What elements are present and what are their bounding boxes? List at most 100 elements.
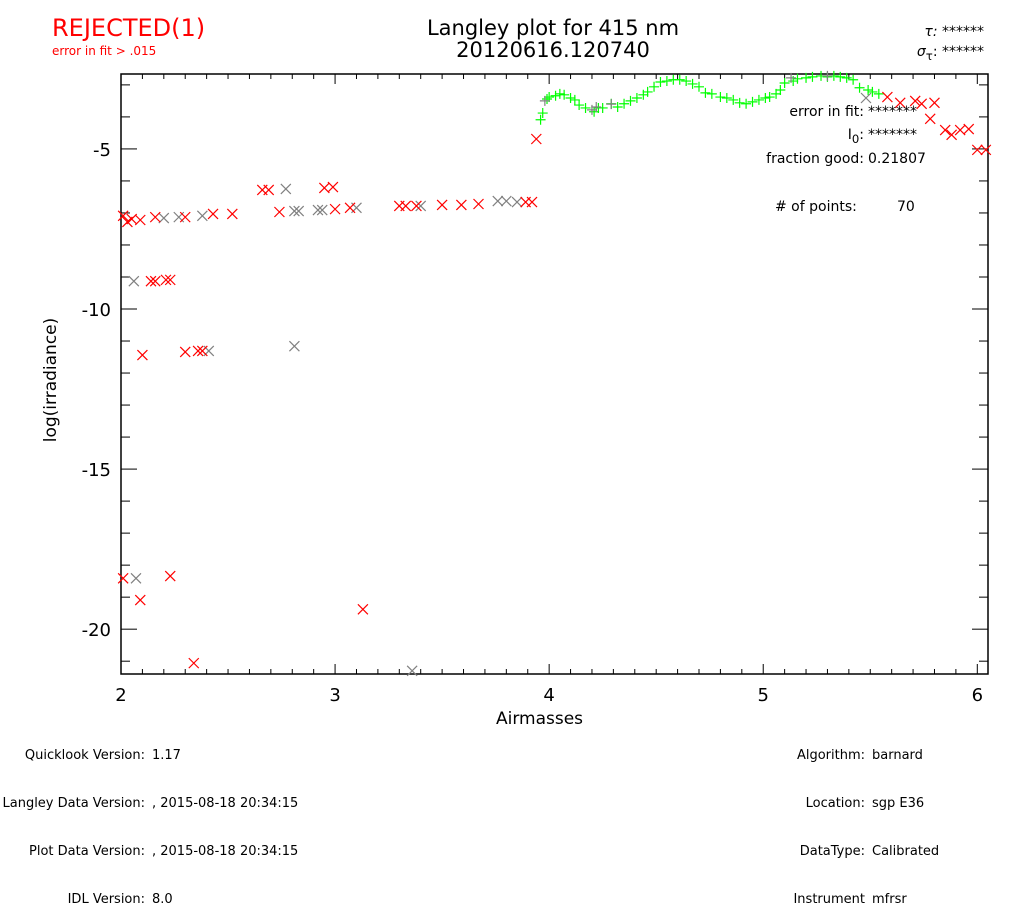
x-marker-point xyxy=(280,183,292,195)
x-marker-point xyxy=(916,98,928,110)
i0-label-text: I xyxy=(847,127,852,143)
footer-right-labels: Algorithm: Location: DataType: Instrumen… xyxy=(780,716,865,924)
x-marker-point xyxy=(145,275,157,287)
tau-readout: τ: ****** xyxy=(924,24,984,40)
x-marker-point xyxy=(312,204,324,216)
x-marker-point xyxy=(909,95,921,107)
x-marker-point xyxy=(273,206,285,218)
footer-label: Instrument xyxy=(793,892,865,907)
y-tick-label: -5 xyxy=(93,140,111,161)
chart-title: Langley plot for 415 nm xyxy=(426,16,680,40)
x-marker-point xyxy=(860,92,872,104)
x-marker-point xyxy=(288,340,300,352)
langley-plot: 2 3 4 5 6 -5 -10 -15 -20 Airmasses log(irradiance) xyxy=(41,70,992,729)
x-marker-point xyxy=(954,124,966,136)
sigma-tau-value: ****** xyxy=(942,44,984,60)
footer-label: IDL Version: xyxy=(67,892,145,907)
x-marker-point xyxy=(924,113,936,125)
x-marker-point xyxy=(192,345,204,357)
plus-marker-point xyxy=(586,104,597,115)
plus-marker-point xyxy=(694,81,704,92)
plus-marker-point xyxy=(867,86,878,97)
x-marker-point xyxy=(196,345,208,357)
status-reason: error in fit > .015 xyxy=(52,44,157,58)
x-marker-point xyxy=(179,346,191,358)
tau-label: τ: xyxy=(924,24,938,40)
plus-marker-point xyxy=(565,93,576,104)
plus-marker-point xyxy=(550,90,561,101)
plus-marker-point xyxy=(741,98,752,109)
footer-value: 1.17 xyxy=(152,748,181,763)
x-marker-point xyxy=(293,205,305,217)
plus-marker-point xyxy=(655,77,666,88)
sigma-label: σ xyxy=(916,44,926,60)
plus-marker-point xyxy=(848,74,859,85)
plus-marker-point xyxy=(835,71,846,82)
y-tick-label: -20 xyxy=(82,620,111,641)
x-marker-point xyxy=(188,657,200,669)
x-marker-point xyxy=(410,200,422,212)
x-marker-point xyxy=(164,570,176,582)
plus-marker-point xyxy=(569,94,580,105)
plot-frame xyxy=(120,73,989,675)
footer-label: Location: xyxy=(805,796,865,811)
plus-marker-point xyxy=(591,101,602,112)
plus-marker-point xyxy=(631,93,642,104)
i0-value: ******* xyxy=(868,127,917,143)
x-tick-label: 4 xyxy=(543,685,554,706)
error-in-fit-value: ******* xyxy=(868,104,917,120)
num-points-value: 70 xyxy=(897,199,915,215)
plus-marker-point xyxy=(559,89,570,100)
x-marker-point xyxy=(117,210,129,222)
footer-value: , 2015-08-18 20:34:15 xyxy=(152,796,299,811)
footer-label: Langley Data Version: xyxy=(2,796,146,811)
plus-marker-point xyxy=(779,77,790,88)
num-points-label: # of points: xyxy=(775,199,857,215)
plus-marker-point xyxy=(715,92,726,103)
plus-marker-point xyxy=(574,100,585,111)
plus-marker-point xyxy=(681,76,692,87)
footer-label: Plot Data Version: xyxy=(29,844,145,859)
footer-value: Calibrated xyxy=(872,844,940,859)
x-marker-point xyxy=(971,144,983,156)
x-marker-point xyxy=(963,123,975,135)
x-marker-point xyxy=(436,199,448,211)
plus-marker-point xyxy=(542,93,553,104)
x-marker-point xyxy=(329,203,341,215)
chart-subtitle: 20120616.120740 xyxy=(456,38,650,62)
x-marker-point xyxy=(415,200,427,212)
x-marker-point xyxy=(980,144,992,156)
x-marker-point xyxy=(400,200,412,212)
x-tick-label: 3 xyxy=(329,685,340,706)
tau-value: ****** xyxy=(942,24,984,40)
plus-marker-point xyxy=(753,94,764,105)
x-marker-point xyxy=(179,211,191,223)
fraction-good-label: fraction good: xyxy=(766,151,864,167)
y-axis-label: log(irradiance) xyxy=(41,318,61,443)
x-marker-point xyxy=(881,91,893,103)
i0-sub: 0 xyxy=(851,131,860,146)
plus-marker-point xyxy=(700,87,711,98)
plus-marker-point xyxy=(721,93,732,104)
plus-marker-point xyxy=(807,71,818,82)
x-marker-point xyxy=(894,97,906,109)
plus-marker-point xyxy=(606,99,617,110)
x-marker-point xyxy=(288,205,300,217)
sigma-sub: τ xyxy=(925,48,933,63)
status-rejected: REJECTED(1) xyxy=(52,14,206,42)
x-marker-point xyxy=(492,195,504,207)
x-marker-point xyxy=(126,213,138,225)
x-marker-point xyxy=(134,214,146,226)
x-marker-point xyxy=(263,184,275,196)
plus-marker-point xyxy=(687,78,698,89)
error-in-fit-label: error in fit: xyxy=(789,104,864,120)
x-marker-point xyxy=(526,196,538,208)
x-marker-point xyxy=(160,274,172,286)
plus-marker-point xyxy=(539,95,550,106)
x-tick-label: 2 xyxy=(115,685,126,706)
footer-value: sgp E36 xyxy=(872,796,925,811)
plus-marker-point xyxy=(801,72,812,83)
x-marker-point xyxy=(455,199,467,211)
fraction-good-value: 0.21807 xyxy=(868,151,926,167)
footer-value: , 2015-08-18 20:34:15 xyxy=(152,844,299,859)
